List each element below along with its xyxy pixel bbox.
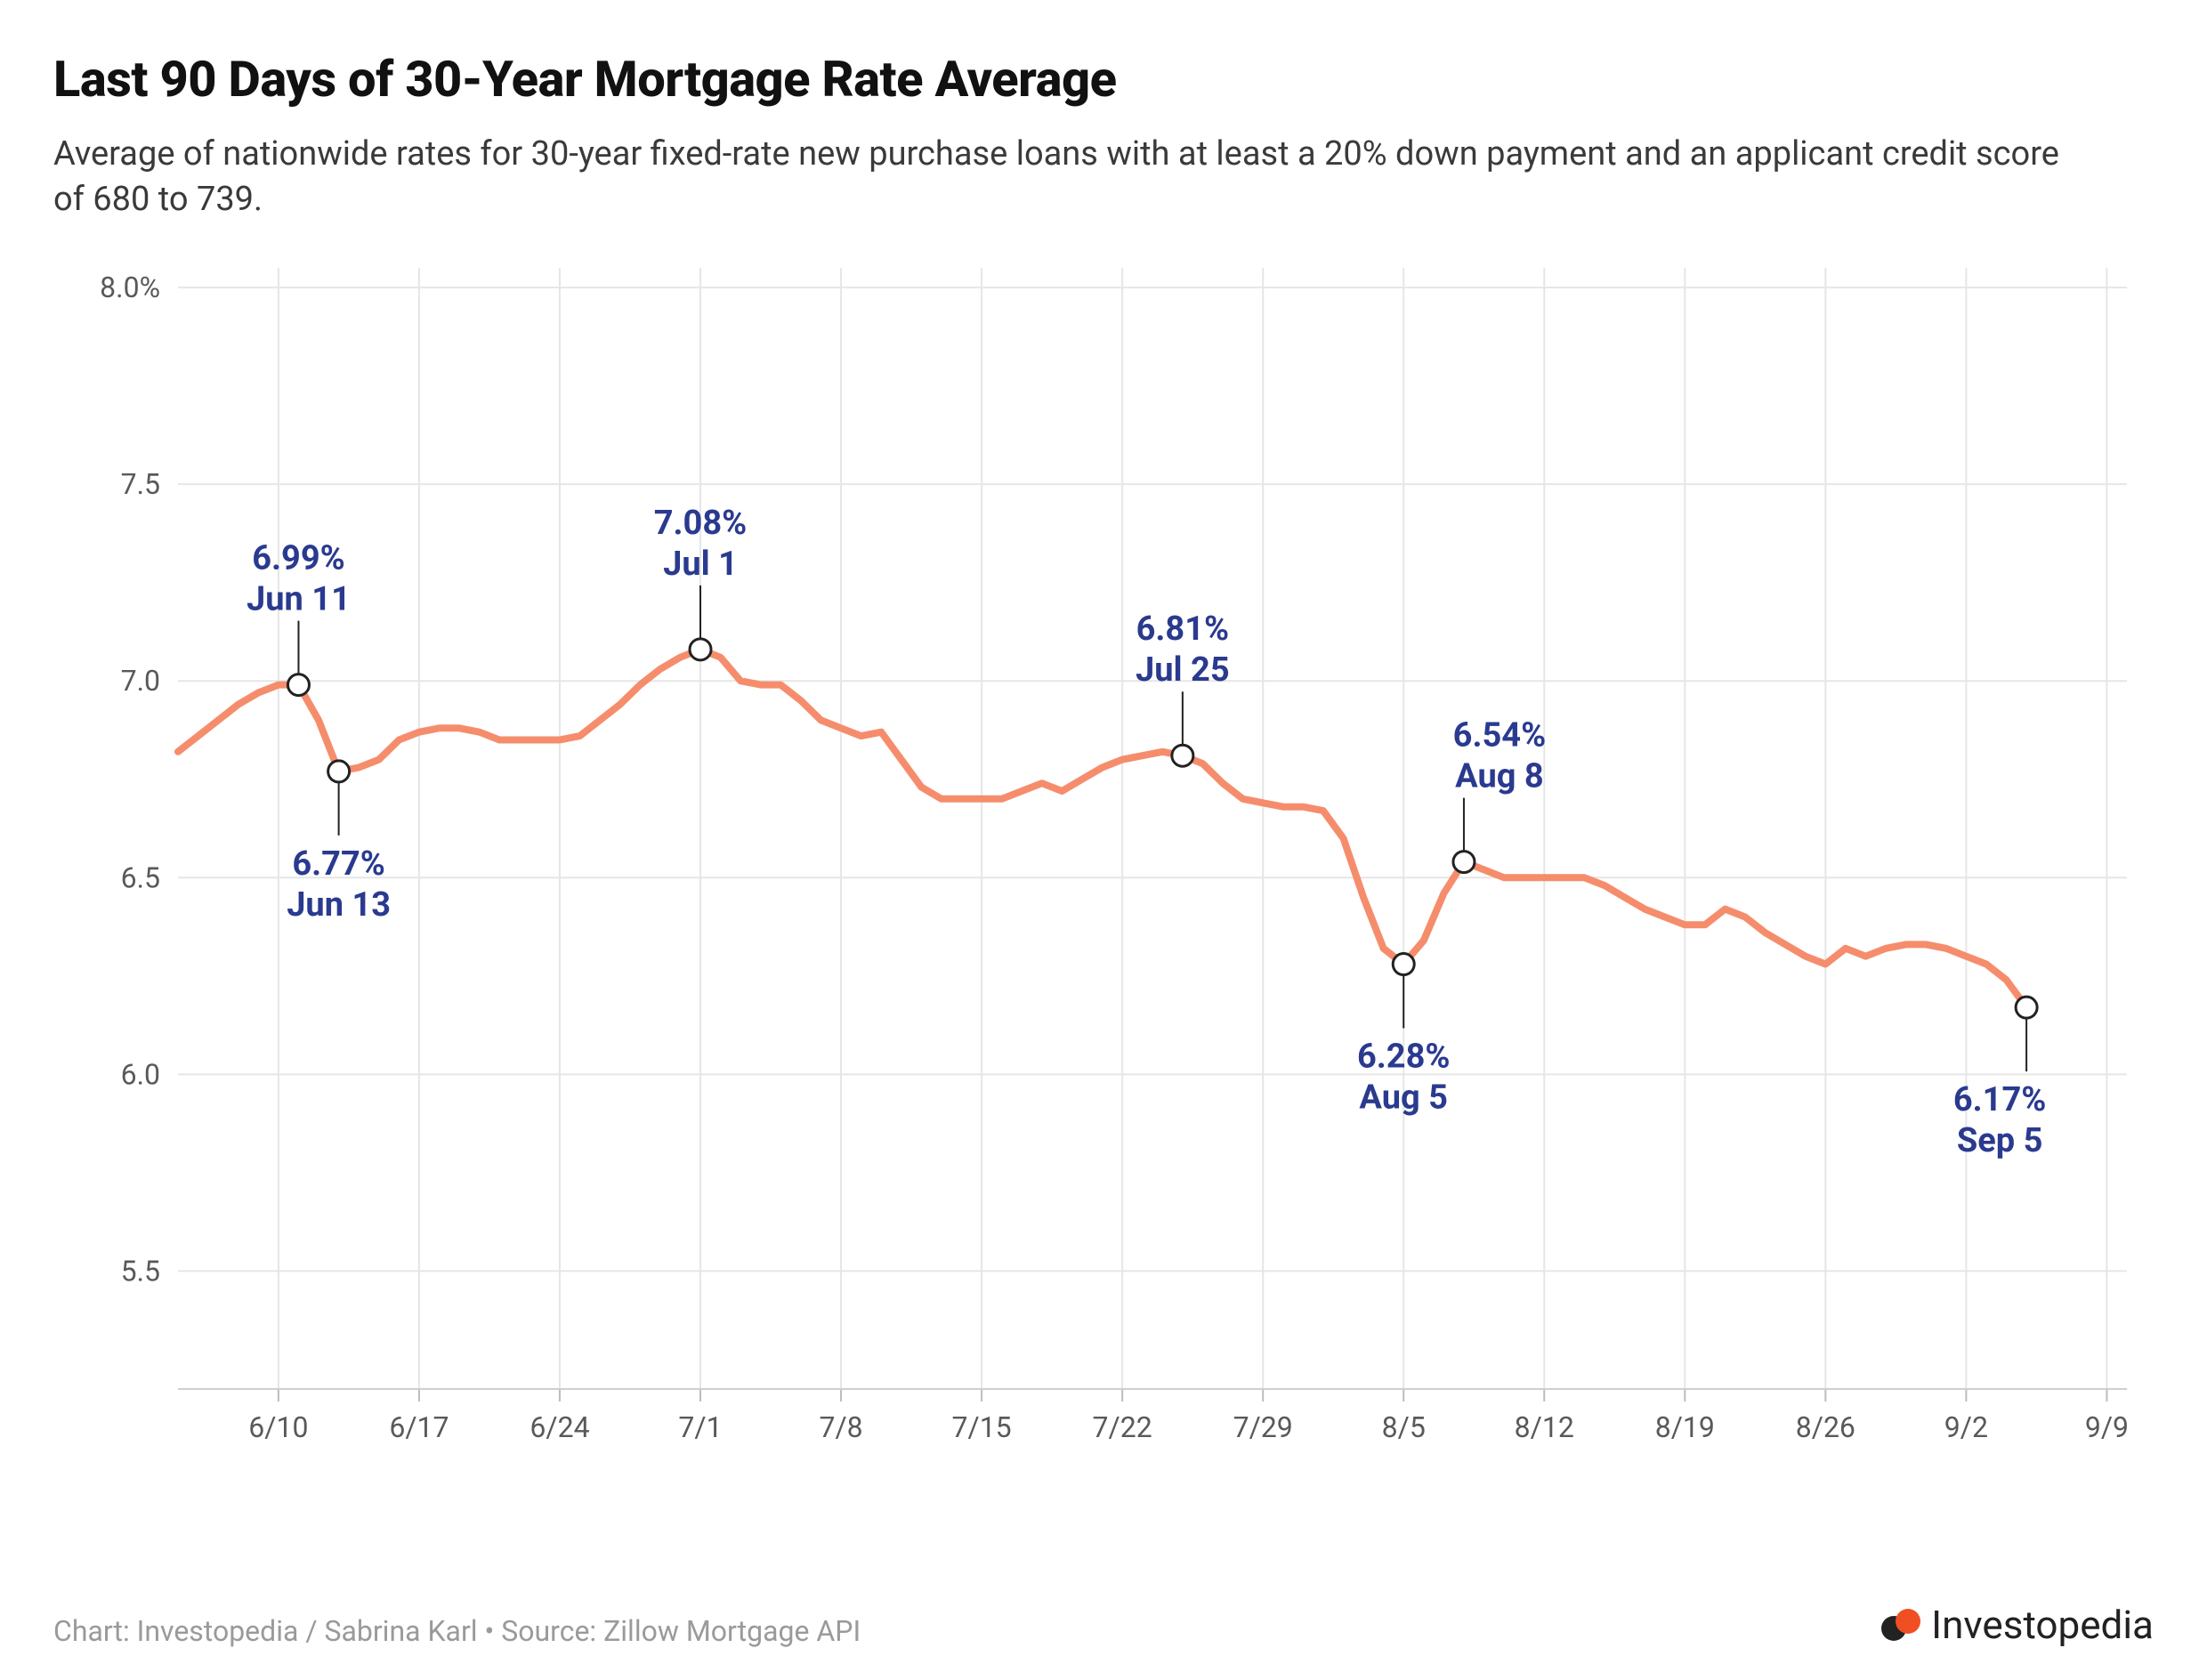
callout-date: Jul 1	[663, 544, 738, 583]
callout-rate: 6.77%	[292, 844, 385, 883]
brand-icon	[1880, 1603, 1922, 1646]
brand-logo: Investopedia	[1880, 1602, 2154, 1648]
callout-marker	[690, 638, 711, 659]
y-tick-label: 7.5	[121, 467, 160, 501]
chart-credit: Chart: Investopedia / Sabrina Karl • Sou…	[53, 1614, 861, 1648]
x-tick-label: 8/5	[1382, 1410, 1426, 1444]
y-tick-label: 7.0	[121, 664, 160, 698]
x-tick-label: 8/19	[1655, 1410, 1715, 1444]
callout-marker	[328, 760, 350, 781]
x-tick-label: 6/10	[248, 1410, 308, 1444]
callout-date: Jul 25	[1136, 650, 1230, 690]
callout-rate: 6.99%	[252, 538, 345, 578]
callout-date: Aug 8	[1455, 756, 1544, 796]
x-tick-label: 6/24	[530, 1410, 589, 1444]
chart-subtitle: Average of nationwide rates for 30-year …	[53, 132, 2082, 223]
x-tick-label: 7/29	[1233, 1410, 1293, 1444]
callout-rate: 6.28%	[1357, 1037, 1451, 1076]
x-tick-label: 8/12	[1515, 1410, 1574, 1444]
x-tick-label: 9/9	[2085, 1410, 2129, 1444]
brand-name: Investopedia	[1931, 1602, 2154, 1648]
x-tick-label: 7/8	[819, 1410, 862, 1444]
callout-marker	[2016, 997, 2037, 1018]
callout-date: Jun 13	[287, 884, 391, 924]
callout-marker	[1172, 745, 1193, 766]
x-tick-label: 6/17	[389, 1410, 449, 1444]
line-chart: 5.5 6.0 6.5 7.0 7.5 8.0% 6/10 6/17 6/24 7/1 7/8 7/1…	[53, 250, 2154, 1531]
y-tick-label: 5.5	[121, 1254, 160, 1288]
callout-marker	[287, 674, 309, 695]
y-tick-label: 8.0%	[100, 271, 160, 304]
callout-date: Aug 5	[1359, 1078, 1448, 1117]
callout-rate: 6.17%	[1953, 1080, 2047, 1119]
callout-date: Jun 11	[247, 579, 351, 618]
chart-title: Last 90 Days of 30-Year Mortgage Rate Av…	[53, 50, 2154, 109]
callout-marker	[1453, 851, 1475, 872]
x-tick-label: 8/26	[1796, 1410, 1855, 1444]
callout-date: Sep 5	[1957, 1121, 2043, 1160]
x-tick-label: 7/22	[1093, 1410, 1152, 1444]
y-tick-label: 6.0	[121, 1057, 160, 1091]
callout-rate: 6.81%	[1136, 610, 1230, 649]
rate-line	[178, 649, 2026, 1006]
y-tick-label: 6.5	[121, 860, 160, 894]
x-tick-label: 7/1	[678, 1410, 722, 1444]
callout-rate: 6.54%	[1453, 715, 1547, 755]
x-tick-label: 7/15	[952, 1410, 1012, 1444]
callout-rate: 7.08%	[654, 503, 748, 542]
x-tick-label: 9/2	[1944, 1410, 1988, 1444]
callout-marker	[1393, 953, 1414, 974]
